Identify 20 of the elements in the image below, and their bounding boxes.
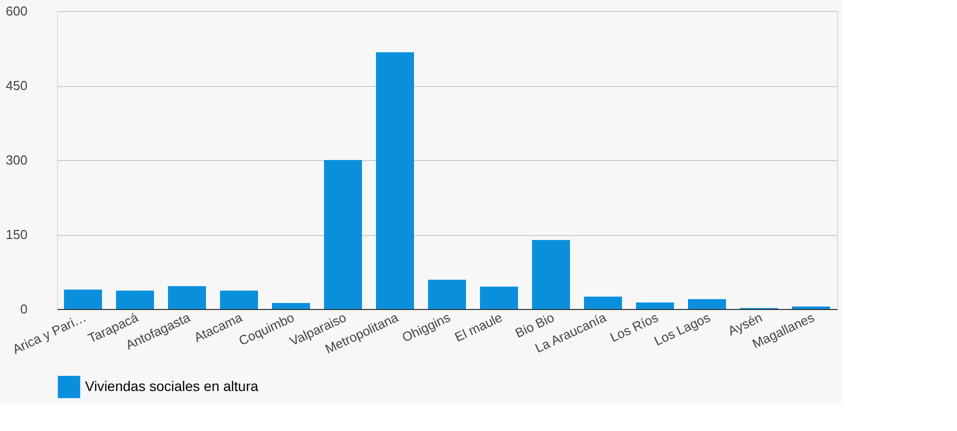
y-tick-label: 150 [6,227,28,242]
legend-label: Viviendas sociales en altura [85,378,259,394]
bar [272,303,310,309]
bar [168,286,206,309]
y-tick-label: 300 [6,152,28,168]
bar [324,160,362,309]
bar [688,299,726,309]
bar [376,52,414,309]
bar [428,280,466,309]
bar [220,290,258,309]
bar [584,296,622,309]
bar [636,302,674,309]
y-tick-label: 450 [6,78,28,93]
y-tick-label: 600 [6,4,28,18]
bar [532,240,570,309]
bar [64,290,102,309]
x-tick-label: El maule [452,310,504,345]
y-tick-label: 0 [20,302,28,316]
bar [116,290,154,309]
bar [480,286,518,309]
